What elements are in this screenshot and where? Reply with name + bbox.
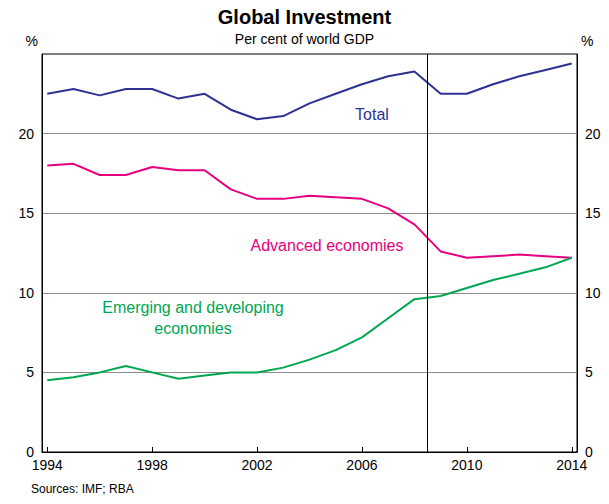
svg-text:Total: Total: [355, 106, 389, 123]
svg-text:%: %: [581, 33, 593, 49]
svg-text:Global Investment: Global Investment: [218, 6, 392, 28]
svg-text:1994: 1994: [32, 457, 63, 473]
svg-text:10: 10: [18, 285, 34, 301]
svg-text:2014: 2014: [556, 457, 587, 473]
svg-text:5: 5: [585, 364, 593, 380]
svg-text:Sources: IMF; RBA: Sources: IMF; RBA: [31, 482, 134, 496]
svg-text:20: 20: [18, 126, 34, 142]
svg-text:5: 5: [26, 364, 34, 380]
svg-text:20: 20: [585, 126, 601, 142]
svg-text:15: 15: [585, 205, 601, 221]
svg-text:1998: 1998: [137, 457, 168, 473]
svg-text:2006: 2006: [346, 457, 377, 473]
svg-text:0: 0: [585, 444, 593, 460]
svg-text:0: 0: [26, 444, 34, 460]
svg-text:2002: 2002: [241, 457, 272, 473]
svg-text:10: 10: [585, 285, 601, 301]
svg-text:%: %: [26, 33, 38, 49]
svg-text:2010: 2010: [451, 457, 482, 473]
svg-text:Per cent of world GDP: Per cent of world GDP: [235, 31, 374, 47]
svg-text:Advanced economies: Advanced economies: [251, 237, 404, 254]
svg-text:economies: economies: [154, 320, 231, 337]
svg-text:Emerging and developing: Emerging and developing: [102, 299, 283, 316]
svg-text:15: 15: [18, 205, 34, 221]
